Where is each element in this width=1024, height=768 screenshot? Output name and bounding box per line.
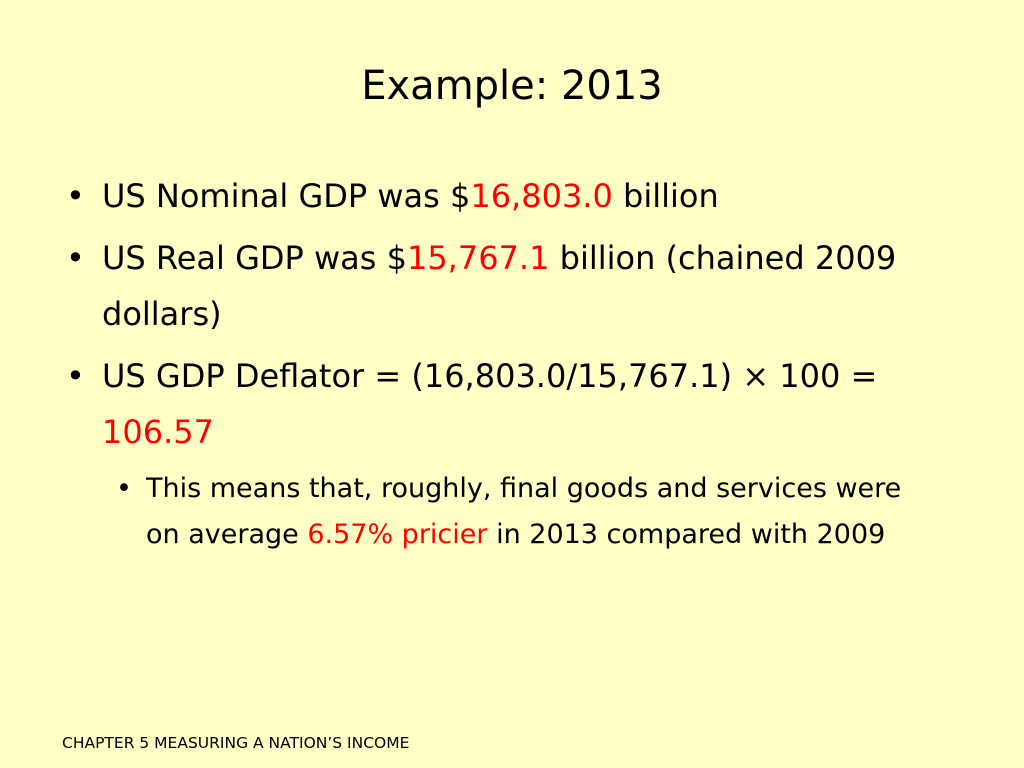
real-gdp-value: 15,767.1 [406,239,550,277]
bullet-dot: • [66,239,85,277]
gdp-deflator-value: 106.57 [102,413,214,451]
sub-bullet-text: This means that, roughly, final goods an… [146,473,902,550]
nominal-gdp-value: 16,803.0 [470,177,613,215]
slide-footer: CHAPTER 5 MEASURING A NATION’S INCOME [62,734,410,752]
sub-bullet-dot: • [116,473,132,504]
bullet-dot: • [66,177,85,215]
bullet-list: • US Nominal GDP was $16,803.0 billion •… [66,168,986,558]
sub-bullet-text-end: in 2013 compared with 2009 [487,519,886,550]
sub-bullet-interpretation: • This means that, roughly, final goods … [116,466,936,558]
bullet-dot: • [66,357,85,395]
price-increase-highlight: 6.57% pricier [307,519,488,550]
bullet-real-gdp: • US Real GDP was $15,767.1 billion (cha… [66,230,986,342]
bullet-text: US Nominal GDP was $ [102,177,471,215]
bullet-text-end: billion (chained 2009 dollars) [102,239,897,333]
bullet-text: US GDP Deflator = (16,803.0/15,767.1) × … [102,357,878,395]
bullet-text-end: billion [612,177,719,215]
sub-bullet-list: • This means that, roughly, final goods … [116,466,936,558]
slide-title: Example: 2013 [361,63,663,109]
bullet-gdp-deflator: • US GDP Deflator = (16,803.0/15,767.1) … [66,348,986,460]
bullet-text: US Real GDP was $ [102,239,407,277]
bullet-nominal-gdp: • US Nominal GDP was $16,803.0 billion [66,168,986,224]
